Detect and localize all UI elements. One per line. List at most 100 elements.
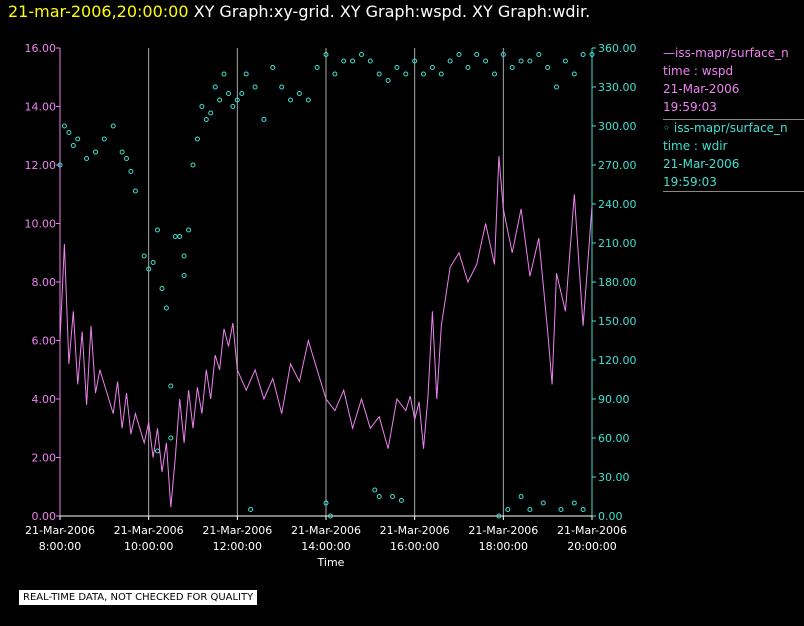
wdir-point [270,65,276,70]
x-tick-label-date: 21-Mar-2006 [202,524,272,537]
wdir-point [57,162,63,168]
x-tick-label-date: 21-Mar-2006 [25,524,95,537]
wdir-point [150,260,156,265]
y-left-tick-label: 12.00 [25,159,57,172]
y-left-tick-label: 2.00 [32,452,57,465]
graph-list-label: XY Graph:xy-grid. XY Graph:wspd. XY Grap… [188,2,591,21]
y-right-tick-label: 30.00 [598,471,630,484]
x-tick-label-time: 10:00:00 [124,540,173,553]
legend-wdir-name: time : wdir [663,139,728,153]
wdir-point [465,65,471,70]
x-tick-label-date: 21-Mar-2006 [380,524,450,537]
y-left-tick-label: 10.00 [25,218,57,231]
wdir-point [403,71,409,77]
wdir-point [248,507,254,512]
legend-wdir: ◦ iss-mapr/surface_n time : wdir 21-Mar-… [663,119,804,191]
wdir-point [536,52,542,57]
wdir-point [288,97,293,103]
wdir-point [558,507,564,512]
legend-bottom-rule [663,191,804,192]
legend-divider [663,119,804,120]
legend-wdir-time: 19:59:03 [663,175,717,189]
wdir-point [589,52,595,57]
wdir-point [181,253,187,259]
wdir-point [199,104,205,109]
wdir-point [327,513,333,519]
x-tick-label-time: 18:00:00 [479,540,528,553]
chart-title-bar: 21-mar-2006,20:00:00 XY Graph:xy-grid. X… [8,2,590,21]
legend-wdir-source: ◦ iss-mapr/surface_n [663,121,788,135]
wdir-point [221,71,227,77]
timestamp-label: 21-mar-2006,20:00:00 [8,2,189,21]
legend-wspd-date: 21-Mar-2006 [663,82,740,96]
wdir-point [390,494,395,499]
y-right-tick-label: 60.00 [598,432,630,445]
wdir-point [172,234,178,239]
wdir-point [350,58,356,64]
wdir-point [186,227,192,233]
wdir-point [101,136,107,142]
y-right-tick-label: 270.00 [598,159,637,172]
wdir-point [119,149,125,155]
wdir-point [84,156,90,161]
wdir-point [168,435,174,441]
wdir-point [323,500,329,506]
x-axis-label: Time [317,556,345,569]
wdir-point [194,136,200,142]
x-tick-label-time: 14:00:00 [301,540,350,553]
wdir-point [190,162,196,168]
wdir-point [217,97,223,103]
wdir-point [177,234,183,239]
y-left-tick-label: 14.00 [25,101,57,114]
wdir-point [181,273,187,278]
quality-disclaimer: REAL-TIME DATA, NOT CHECKED FOR QUALITY [19,590,258,605]
wdir-point [545,65,551,70]
y-right-tick-label: 300.00 [598,120,637,133]
wdir-point [203,117,209,122]
wdir-point [155,448,160,454]
legend-wspd-name: time : wspd [663,64,734,78]
wdir-point [398,497,404,503]
wdir-point [163,305,169,311]
y-right-tick-label: 180.00 [598,276,637,289]
wdir-point [367,58,373,64]
legend-wdir-date: 21-Mar-2006 [663,157,740,171]
x-tick-label-time: 12:00:00 [213,540,262,553]
y-left-tick-label: 4.00 [32,393,57,406]
wdir-point [159,286,165,291]
x-tick-label-date: 21-Mar-2006 [114,524,184,537]
x-tick-label-time: 8:00:00 [39,540,81,553]
wdir-point [132,188,138,194]
y-right-tick-label: 0.00 [598,510,623,523]
y-right-tick-label: 120.00 [598,354,637,367]
wdir-point [372,487,378,493]
wdir-point [518,58,524,64]
wdir-point [141,253,147,259]
x-tick-label-date: 21-Mar-2006 [468,524,538,537]
wdir-point [447,58,453,64]
wdir-point [168,383,174,389]
wdir-point [341,58,347,64]
x-tick-label-time: 16:00:00 [390,540,439,553]
legend-wspd: —iss-mapr/surface_n time : wspd 21-Mar-2… [663,44,804,116]
y-left-tick-label: 16.00 [25,42,57,55]
wdir-point [124,156,129,161]
wdir-point [146,266,152,272]
wdir-point [421,71,426,77]
wdir-point [562,58,568,64]
y-right-tick-label: 150.00 [598,315,637,328]
wdir-point [496,513,502,519]
wdir-point [385,78,391,83]
wdir-point [323,52,329,57]
wdir-point [509,65,515,70]
wdir-point [110,123,116,129]
wdir-point [261,117,267,122]
wdir-point [412,58,418,64]
wdir-point [456,52,462,57]
wdir-point [128,169,134,174]
wdir-point [332,71,338,77]
y-right-tick-label: 210.00 [598,237,637,250]
wdir-point [230,104,236,109]
wdir-point [518,494,524,499]
